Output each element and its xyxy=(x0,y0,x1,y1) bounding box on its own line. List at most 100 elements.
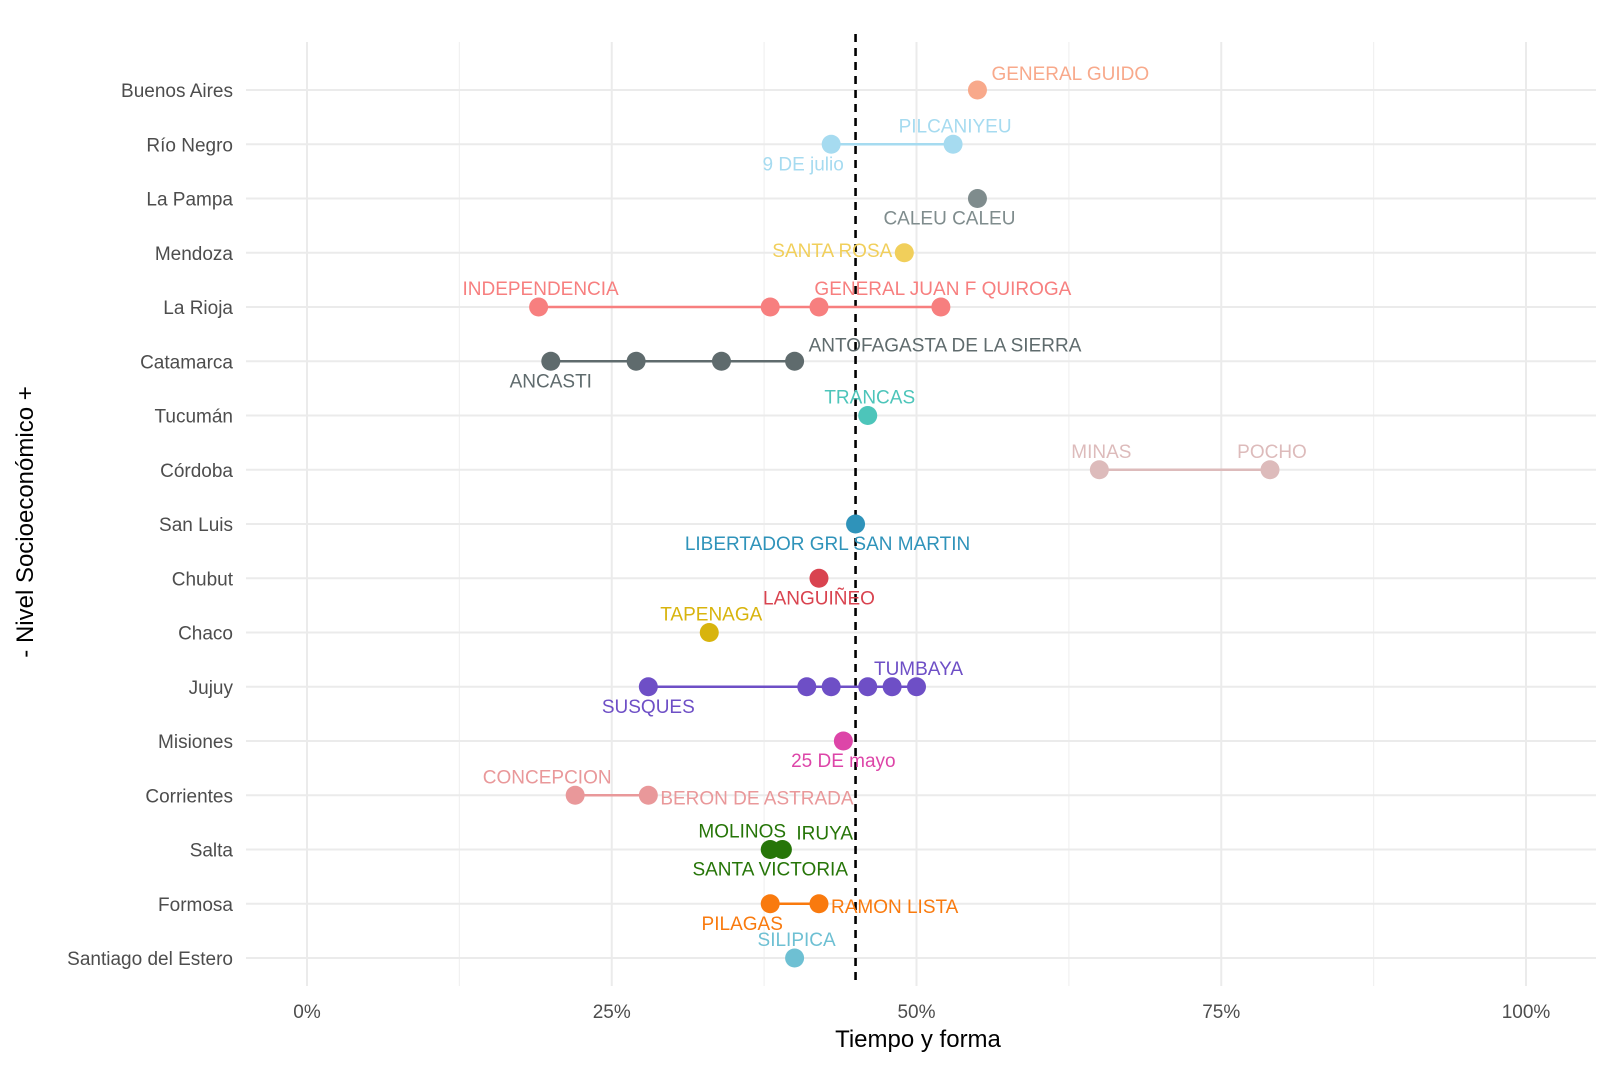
x-tick-label: 25% xyxy=(593,1002,631,1023)
data-point xyxy=(821,134,841,154)
series-tucumán xyxy=(858,406,878,425)
series-corrientes xyxy=(565,785,658,805)
point-label: SUSQUES xyxy=(602,697,695,718)
y-tick-label: Chubut xyxy=(172,569,234,590)
point-label: INDEPENDENCIA xyxy=(462,279,619,300)
data-point xyxy=(809,894,829,914)
series-san-luis xyxy=(846,514,866,534)
point-label: PILCANIYEU xyxy=(899,116,1012,137)
y-tick-label: Jujuy xyxy=(189,678,234,699)
point-label: CONCEPCION xyxy=(483,767,612,788)
series-la-pampa xyxy=(967,189,987,208)
data-point xyxy=(785,948,805,968)
data-point xyxy=(760,894,780,914)
data-point xyxy=(626,351,646,371)
data-point xyxy=(858,677,878,697)
y-tick-label: Salta xyxy=(190,841,234,862)
data-point xyxy=(1089,460,1109,480)
data-point xyxy=(821,677,841,697)
point-label: ANTOFAGASTA DE LA SIERRA xyxy=(809,335,1082,356)
point-label: PILAGAS xyxy=(702,914,783,935)
point-label: TUMBAYA xyxy=(874,659,963,680)
series-salta xyxy=(760,840,792,859)
x-axis-title: Tiempo y forma xyxy=(835,1026,1001,1053)
data-point xyxy=(541,351,561,371)
data-point xyxy=(529,297,549,317)
point-label: BERON DE ASTRADA xyxy=(660,788,854,809)
series-formosa xyxy=(760,894,829,914)
point-label: GENERAL GUIDO xyxy=(991,64,1149,85)
x-tick-label: 0% xyxy=(293,1002,321,1023)
point-labels: GENERAL GUIDO PILCANIYEU 9 DE julio CALEU C… xyxy=(462,64,1306,951)
data-point xyxy=(846,514,866,534)
y-tick-label: Tucumán xyxy=(155,407,234,428)
data-point xyxy=(809,297,829,317)
y-tick-label: Santiago del Estero xyxy=(67,949,233,970)
y-tick-label: San Luis xyxy=(159,515,233,536)
point-label: RAMON LISTA xyxy=(831,897,959,918)
x-axis-ticks: 0% 25% 50% 75% 100% xyxy=(293,1002,1550,1023)
x-tick-label: 100% xyxy=(1502,1002,1551,1023)
point-label: SANTA ROSA xyxy=(772,241,892,262)
point-label: POCHO xyxy=(1237,442,1307,463)
data-point xyxy=(711,351,731,371)
series-la-rioja xyxy=(529,297,951,317)
data-point xyxy=(882,677,902,697)
data-point xyxy=(1260,460,1280,480)
y-tick-label: La Rioja xyxy=(163,298,233,319)
data-point xyxy=(565,785,585,805)
point-label: GENERAL JUAN F QUIROGA xyxy=(814,279,1071,300)
series-chaco xyxy=(699,623,719,642)
data-point xyxy=(638,785,658,805)
point-label: SILIPICA xyxy=(758,930,836,951)
series-santiago-del-estero xyxy=(785,948,805,968)
data-point xyxy=(785,351,805,371)
point-label: ANCASTI xyxy=(510,371,592,392)
point-label: 25 DE mayo xyxy=(791,751,896,772)
y-tick-label: Río Negro xyxy=(146,135,233,156)
y-tick-label: Buenos Aires xyxy=(121,81,233,102)
y-tick-label: Chaco xyxy=(178,624,233,645)
point-label: IRUYA xyxy=(796,824,853,845)
data-point xyxy=(858,406,878,425)
series-río-negro xyxy=(821,134,963,154)
data-point xyxy=(907,677,926,697)
point-label: MOLINOS xyxy=(698,822,786,843)
series-catamarca xyxy=(541,351,805,371)
point-label: 9 DE julio xyxy=(763,154,844,175)
x-tick-label: 50% xyxy=(897,1002,935,1023)
y-tick-label: Mendoza xyxy=(155,244,234,265)
series-misiones xyxy=(833,731,853,751)
data-point xyxy=(967,189,987,208)
series-buenos-aires xyxy=(967,80,987,100)
point-label: SANTA VICTORIA xyxy=(692,860,848,881)
series-mendoza xyxy=(894,243,914,263)
data-point xyxy=(931,297,951,317)
point-label: TAPENAGA xyxy=(660,605,762,626)
data-point xyxy=(967,80,987,100)
x-tick-label: 75% xyxy=(1202,1002,1240,1023)
series-chubut xyxy=(809,568,829,588)
data-point xyxy=(760,297,780,317)
series-group xyxy=(529,80,1280,968)
y-tick-label: La Pampa xyxy=(146,190,233,211)
series-córdoba xyxy=(1089,460,1280,480)
y-tick-label: Córdoba xyxy=(160,461,233,482)
data-point xyxy=(894,243,914,263)
y-axis-title: - Nivel Socioeconómico + xyxy=(12,386,39,657)
series-jujuy xyxy=(638,677,926,697)
y-tick-label: Corrientes xyxy=(145,786,233,807)
data-point xyxy=(797,677,817,697)
data-point xyxy=(699,623,719,642)
data-point xyxy=(638,677,658,697)
point-label: CALEU CALEU xyxy=(883,209,1015,230)
data-point xyxy=(772,840,792,859)
point-label: MINAS xyxy=(1071,442,1131,463)
data-point xyxy=(833,731,853,751)
y-tick-label: Formosa xyxy=(158,895,233,916)
y-axis-ticks: Buenos Aires Río Negro La Pampa Mendoza La R… xyxy=(67,81,234,970)
point-label: LANGUIÑEO xyxy=(763,587,875,609)
data-point xyxy=(809,568,829,588)
point-label: LIBERTADOR GRL SAN MARTIN xyxy=(685,534,970,555)
